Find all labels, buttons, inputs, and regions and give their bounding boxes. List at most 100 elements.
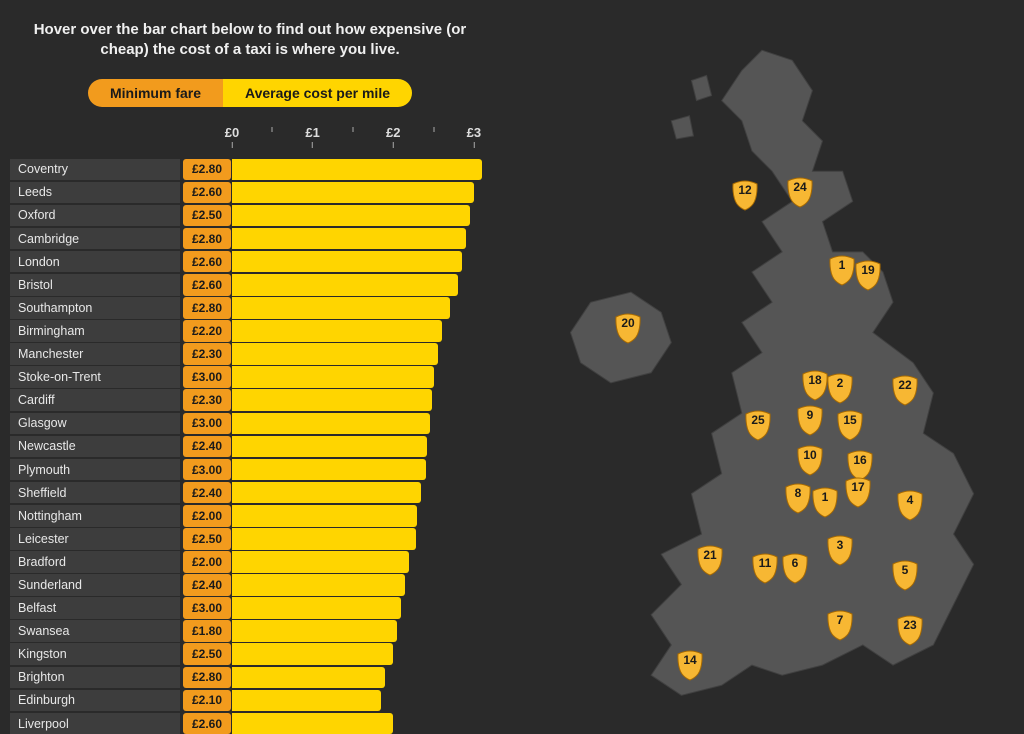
- map-badge[interactable]: 5: [891, 559, 919, 591]
- map-badge[interactable]: 17: [844, 476, 872, 508]
- avg-cost-bar[interactable]: [232, 574, 405, 596]
- table-row[interactable]: Liverpool£2.60: [10, 713, 490, 734]
- badge-number: 21: [696, 548, 724, 562]
- avg-cost-bar[interactable]: [232, 389, 432, 411]
- avg-cost-bar[interactable]: [232, 551, 409, 573]
- table-row[interactable]: London£2.60: [10, 251, 490, 273]
- bar-track: [232, 551, 490, 573]
- table-row[interactable]: Belfast£3.00: [10, 597, 490, 619]
- table-row[interactable]: Leeds£2.60: [10, 182, 490, 204]
- table-row[interactable]: Brighton£2.80: [10, 667, 490, 689]
- table-row[interactable]: Oxford£2.50: [10, 205, 490, 227]
- avg-cost-bar[interactable]: [232, 366, 434, 388]
- avg-cost-bar[interactable]: [232, 482, 421, 504]
- table-row[interactable]: Swansea£1.80: [10, 620, 490, 642]
- map-badge[interactable]: 24: [786, 176, 814, 208]
- avg-cost-bar[interactable]: [232, 228, 466, 250]
- avg-cost-bar[interactable]: [232, 274, 458, 296]
- table-row[interactable]: Sheffield£2.40: [10, 482, 490, 504]
- table-row[interactable]: Sunderland£2.40: [10, 574, 490, 596]
- table-row[interactable]: Bradford£2.00: [10, 551, 490, 573]
- avg-cost-bar[interactable]: [232, 713, 393, 734]
- table-row[interactable]: Coventry£2.80: [10, 159, 490, 181]
- map-badge[interactable]: 20: [614, 312, 642, 344]
- badge-number: 9: [796, 408, 824, 422]
- map-badge[interactable]: 1: [828, 254, 856, 286]
- badge-number: 17: [844, 480, 872, 494]
- avg-cost-bar[interactable]: [232, 159, 482, 181]
- avg-cost-bar[interactable]: [232, 251, 462, 273]
- min-fare-badge: £2.60: [183, 274, 231, 296]
- map-badge[interactable]: 7: [826, 609, 854, 641]
- map-badge[interactable]: 25: [744, 409, 772, 441]
- table-row[interactable]: Leicester£2.50: [10, 528, 490, 550]
- badge-number: 20: [614, 316, 642, 330]
- avg-cost-bar[interactable]: [232, 459, 426, 481]
- map-badge[interactable]: 11: [751, 552, 779, 584]
- map-badge[interactable]: 9: [796, 404, 824, 436]
- bar-track: [232, 343, 490, 365]
- avg-cost-bar[interactable]: [232, 320, 442, 342]
- map-badge[interactable]: 22: [891, 374, 919, 406]
- table-row[interactable]: Birmingham£2.20: [10, 320, 490, 342]
- map-badge[interactable]: 12: [731, 179, 759, 211]
- table-row[interactable]: Bristol£2.60: [10, 274, 490, 296]
- table-row[interactable]: Edinburgh£2.10: [10, 690, 490, 712]
- badge-number: 18: [801, 373, 829, 387]
- table-row[interactable]: Glasgow£3.00: [10, 413, 490, 435]
- table-row[interactable]: Plymouth£3.00: [10, 459, 490, 481]
- avg-cost-bar[interactable]: [232, 620, 397, 642]
- avg-cost-bar[interactable]: [232, 528, 416, 550]
- axis-tick-label: £1: [305, 125, 319, 140]
- bar-track: [232, 505, 490, 527]
- avg-cost-bar[interactable]: [232, 413, 430, 435]
- badge-number: 22: [891, 378, 919, 392]
- bar-track: [232, 643, 490, 665]
- bar-track: [232, 690, 490, 712]
- table-row[interactable]: Southampton£2.80: [10, 297, 490, 319]
- badge-number: 11: [751, 556, 779, 570]
- map-badge[interactable]: 14: [676, 649, 704, 681]
- avg-cost-bar[interactable]: [232, 667, 385, 689]
- chart-title: Hover over the bar chart below to find o…: [30, 20, 470, 61]
- table-row[interactable]: Nottingham£2.00: [10, 505, 490, 527]
- bar-track: [232, 620, 490, 642]
- min-fare-badge: £2.80: [183, 667, 231, 689]
- table-row[interactable]: Stoke-on-Trent£3.00: [10, 366, 490, 388]
- table-row[interactable]: Newcastle£2.40: [10, 436, 490, 458]
- avg-cost-bar[interactable]: [232, 436, 427, 458]
- map-badge[interactable]: 18: [801, 369, 829, 401]
- avg-cost-bar[interactable]: [232, 205, 470, 227]
- map-badge[interactable]: 23: [896, 614, 924, 646]
- map-badge[interactable]: 4: [896, 489, 924, 521]
- map-badge[interactable]: 19: [854, 259, 882, 291]
- avg-cost-bar[interactable]: [232, 643, 393, 665]
- avg-cost-bar[interactable]: [232, 182, 474, 204]
- table-row[interactable]: Cardiff£2.30: [10, 389, 490, 411]
- map-badge[interactable]: 3: [826, 534, 854, 566]
- map-badge[interactable]: 15: [836, 409, 864, 441]
- map-badge[interactable]: 21: [696, 544, 724, 576]
- min-fare-badge: £2.20: [183, 320, 231, 342]
- avg-cost-bar[interactable]: [232, 690, 381, 712]
- avg-cost-bar[interactable]: [232, 343, 438, 365]
- avg-cost-bar[interactable]: [232, 597, 401, 619]
- axis-tick: [433, 125, 434, 132]
- map-badge[interactable]: 6: [781, 552, 809, 584]
- table-row[interactable]: Kingston£2.50: [10, 643, 490, 665]
- page-container: Hover over the bar chart below to find o…: [0, 0, 1024, 725]
- table-row[interactable]: Manchester£2.30: [10, 343, 490, 365]
- axis-tick-label: £2: [386, 125, 400, 140]
- map-badge[interactable]: 8: [784, 482, 812, 514]
- avg-cost-bar[interactable]: [232, 297, 450, 319]
- map-badge[interactable]: 10: [796, 444, 824, 476]
- uk-map: [510, 20, 1014, 726]
- legend-min-fare: Minimum fare: [88, 79, 223, 107]
- map-badge[interactable]: 2: [826, 372, 854, 404]
- map-badge[interactable]: 1: [811, 486, 839, 518]
- city-label: Sheffield: [10, 482, 180, 504]
- min-fare-badge: £2.60: [183, 182, 231, 204]
- table-row[interactable]: Cambridge£2.80: [10, 228, 490, 250]
- avg-cost-bar[interactable]: [232, 505, 417, 527]
- bar-track: [232, 389, 490, 411]
